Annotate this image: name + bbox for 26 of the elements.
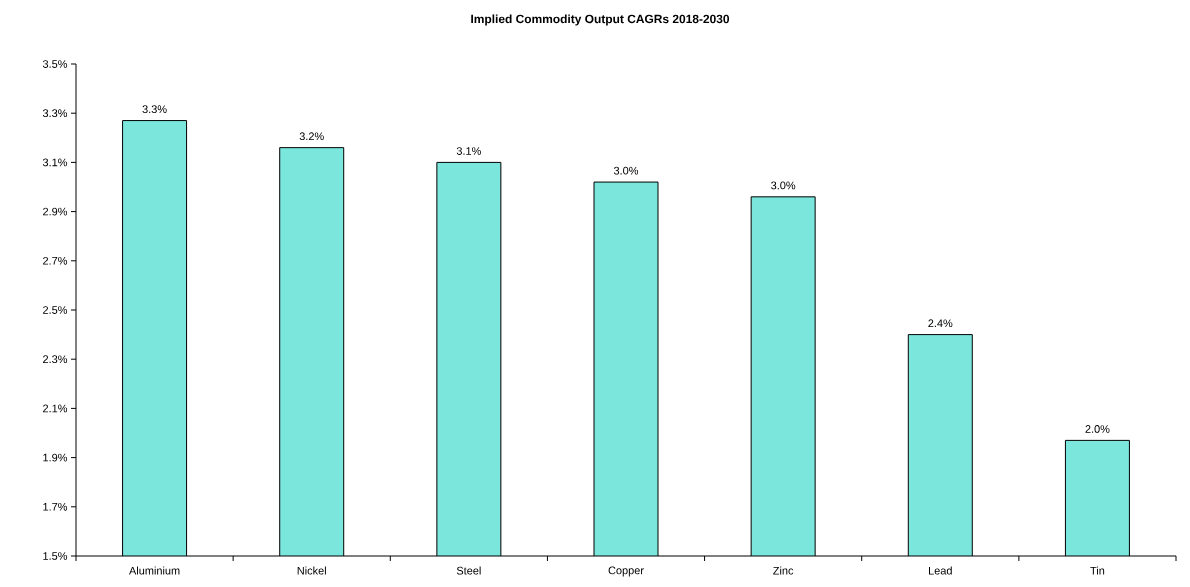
x-tick-label: Zinc xyxy=(773,566,794,575)
data-label: 3.0% xyxy=(771,181,796,190)
y-tick-label: 2.3% xyxy=(43,355,68,364)
y-tick-label: 2.7% xyxy=(43,256,68,265)
y-tick-label: 3.3% xyxy=(42,109,68,118)
data-label: 3.2% xyxy=(299,132,324,141)
data-label: 2.4% xyxy=(928,319,953,328)
y-tick-label: 3.1% xyxy=(42,158,68,167)
x-tick-label: Tin xyxy=(1090,566,1105,575)
y-tick-label: 1.9% xyxy=(43,453,68,462)
data-label: 3.0% xyxy=(613,166,639,175)
y-tick-label: 1.5% xyxy=(43,552,68,560)
chart-title: Implied Commodity Output CAGRs 2018-2030 xyxy=(471,14,730,26)
y-tick-label: 2.5% xyxy=(43,306,68,314)
y-tick-label: 2.1% xyxy=(43,404,68,413)
x-tick-label: Copper xyxy=(608,566,644,577)
data-label: 3.1% xyxy=(456,147,481,155)
y-tick-label: 1.7% xyxy=(43,502,68,511)
x-tick-label: Aluminium xyxy=(129,566,180,575)
y-tick-label: 2.9% xyxy=(43,207,68,216)
y-tick-label: 3.5% xyxy=(42,60,68,68)
x-tick-label: Nickel xyxy=(297,566,326,575)
x-tick-label: Lead xyxy=(929,566,952,575)
x-tick-label: Steel xyxy=(456,566,481,575)
data-label: 3.3% xyxy=(142,105,167,114)
data-label: 2.0% xyxy=(1085,425,1110,433)
